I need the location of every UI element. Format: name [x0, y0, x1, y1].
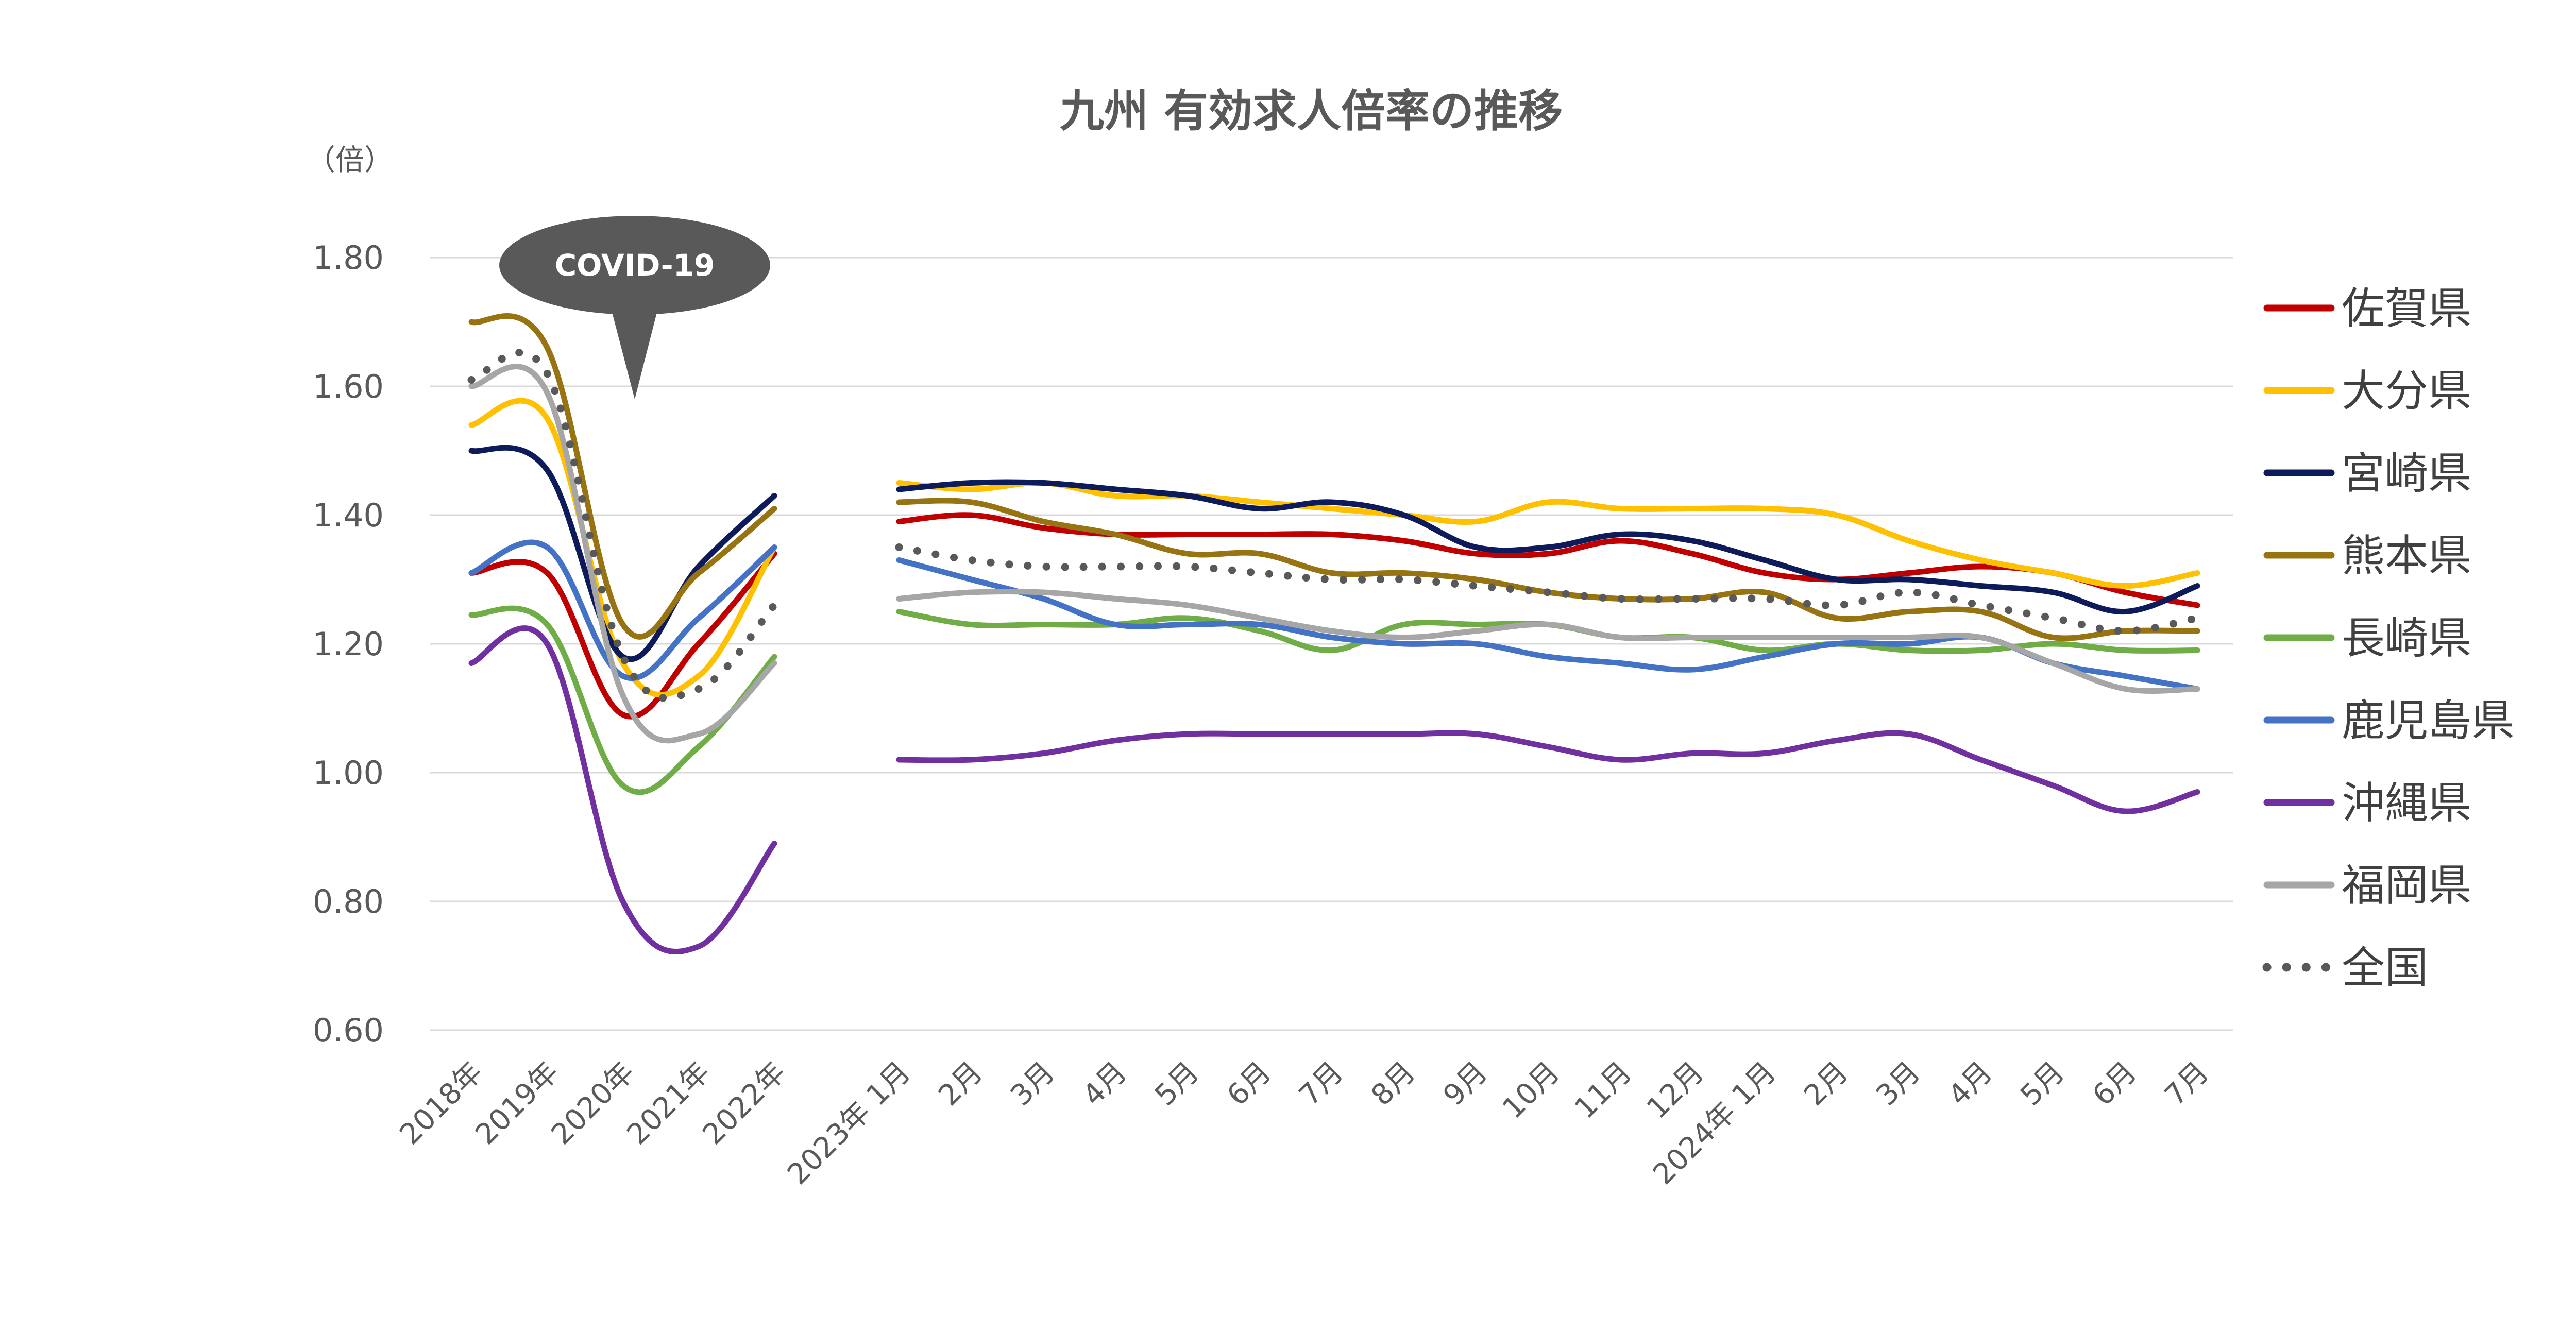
x-tick-label: 2021年	[621, 1055, 717, 1151]
series-line-全国-monthly	[895, 543, 2201, 635]
y-axis-ticks: 1.80 1.60 1.40 1.20 1.00 0.80 0.60	[313, 239, 384, 1049]
x-tick-label: 9月	[1437, 1055, 1494, 1113]
y-unit-label: （倍）	[307, 144, 393, 177]
y-tick-label: 0.80	[313, 883, 384, 920]
x-tick-label: 3月	[1004, 1055, 1061, 1113]
y-tick-label: 1.00	[313, 754, 384, 792]
x-tick-label: 4月	[1942, 1055, 1999, 1113]
chart-title: 九州 有効求人倍率の推移	[1060, 86, 1563, 137]
x-tick-label: 6月	[2086, 1055, 2143, 1113]
y-tick-label: 0.60	[313, 1012, 384, 1049]
x-tick-label: 3月	[1870, 1055, 1927, 1113]
legend-label: 宮崎県	[2342, 448, 2471, 499]
series-lines	[467, 313, 2201, 954]
x-tick-label: 2月	[932, 1055, 989, 1113]
x-tick-label: 2018年	[394, 1055, 489, 1151]
x-tick-label: 4月	[1076, 1055, 1133, 1113]
y-tick-label: 1.20	[313, 625, 384, 663]
x-tick-label: 2023年 1月	[781, 1055, 917, 1191]
x-tick-label: 7月	[2158, 1055, 2215, 1113]
x-tick-label: 7月	[1293, 1055, 1350, 1113]
x-tick-label: 11月	[1568, 1055, 1638, 1125]
x-tick-label: 8月	[1365, 1055, 1422, 1113]
series-line-佐賀県-annual	[468, 551, 777, 720]
x-tick-label: 6月	[1221, 1055, 1278, 1113]
legend-label: 佐賀県	[2342, 283, 2471, 334]
y-tick-label: 1.60	[313, 368, 384, 405]
series-line-福岡県-annual	[468, 364, 777, 744]
x-tick-label: 10月	[1496, 1055, 1566, 1125]
legend-label: 大分県	[2342, 366, 2471, 416]
legend-label: 福岡県	[2342, 860, 2471, 911]
series-line-沖縄県-annual	[468, 625, 777, 954]
x-tick-label: 2020年	[545, 1055, 641, 1151]
x-tick-label: 2022年	[697, 1055, 792, 1151]
grid-lines	[430, 257, 2233, 1031]
y-tick-label: 1.40	[313, 497, 384, 534]
legend-label: 全国	[2342, 943, 2428, 993]
legend-label: 鹿児島県	[2342, 695, 2515, 746]
callout-bubble	[499, 216, 770, 315]
legend-label: 長崎県	[2342, 613, 2471, 663]
y-tick-label: 1.80	[313, 239, 384, 277]
x-tick-label: 2月	[1798, 1055, 1855, 1113]
series-line-熊本県-annual	[468, 313, 777, 640]
legend-label: 熊本県	[2342, 531, 2471, 581]
x-tick-label: 5月	[1148, 1055, 1206, 1113]
covid-callout: COVID-19	[499, 216, 770, 399]
series-line-全国-annual	[467, 349, 778, 702]
series-line-大分県-monthly	[896, 480, 2200, 589]
series-line-宮崎県-annual	[468, 445, 777, 662]
series-line-福岡県-monthly	[896, 588, 2200, 694]
series-line-宮崎県-monthly	[896, 479, 2200, 615]
x-tick-label: 5月	[2014, 1055, 2071, 1113]
legend-label: 沖縄県	[2342, 778, 2471, 828]
series-line-沖縄県-monthly	[896, 730, 2200, 814]
series-line-鹿児島県-annual	[468, 539, 777, 681]
callout-pointer	[611, 306, 658, 399]
callout-label: COVID-19	[555, 248, 715, 283]
x-tick-label: 2019年	[469, 1055, 565, 1151]
